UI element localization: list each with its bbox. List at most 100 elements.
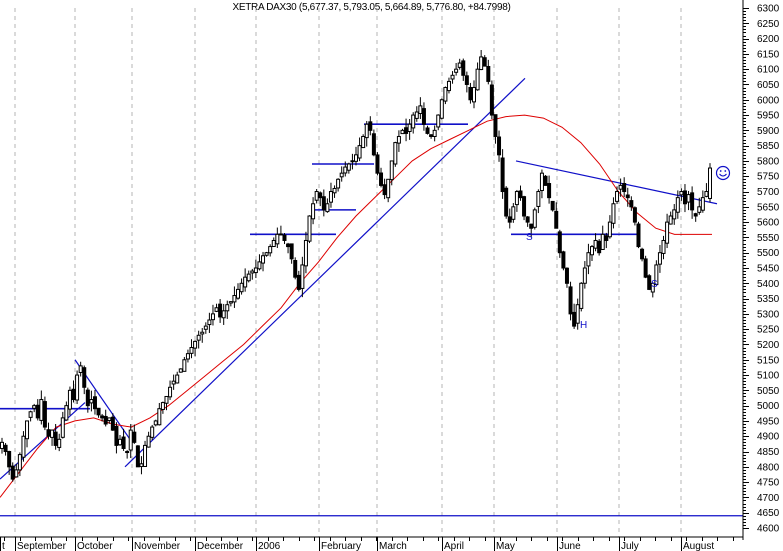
candle-down xyxy=(7,450,12,468)
x-tick-label: October xyxy=(77,541,113,551)
candle-down xyxy=(529,223,534,229)
candle-up xyxy=(593,239,598,249)
candle-up xyxy=(264,252,269,256)
candle-up xyxy=(672,209,677,220)
candle-down xyxy=(690,192,695,211)
candle-up xyxy=(668,215,673,225)
candle-up xyxy=(654,264,659,286)
candle-up xyxy=(168,386,173,398)
y-tick-label: 5200 xyxy=(757,340,780,351)
candle-down xyxy=(561,251,566,269)
smiley-eye xyxy=(724,170,727,172)
candle-up xyxy=(160,402,165,410)
candle-up xyxy=(128,429,133,451)
candle-up xyxy=(450,74,455,80)
candle-up xyxy=(153,420,158,426)
candle-up xyxy=(0,441,4,449)
x-tick-label: 2006 xyxy=(258,541,281,551)
candle-down xyxy=(550,200,555,211)
y-tick-label: 6200 xyxy=(757,34,780,45)
y-tick-label: 5750 xyxy=(757,172,780,183)
candle-up xyxy=(200,331,205,335)
candle-up xyxy=(57,438,62,448)
candle-up xyxy=(414,111,419,119)
candle-up xyxy=(189,347,194,354)
candle-up xyxy=(236,288,240,299)
candle-up xyxy=(436,114,441,128)
candle-up xyxy=(67,389,72,410)
candle-up xyxy=(361,135,366,149)
candle-down xyxy=(92,396,97,410)
y-axis: 6300 6250 6200 6150 6100 6050 6000 5950 5900 5850… xyxy=(742,0,780,540)
candle-down xyxy=(504,187,509,217)
candle-up xyxy=(611,203,616,224)
candle-down xyxy=(489,84,494,116)
candle-up xyxy=(225,304,230,312)
y-tick-label: 5100 xyxy=(757,371,780,382)
candle-down xyxy=(103,415,108,425)
candle-up xyxy=(675,197,680,213)
trendline xyxy=(124,77,526,468)
candle-down xyxy=(71,388,76,401)
y-tick-label: 6100 xyxy=(757,65,780,76)
y-tick-label: 5900 xyxy=(757,126,780,137)
candle-up xyxy=(239,282,244,293)
x-tick-label: December xyxy=(197,541,244,551)
candle-up xyxy=(336,178,341,189)
candle-down xyxy=(522,196,527,217)
candle-up xyxy=(332,187,337,194)
candle-down xyxy=(421,108,426,125)
candle-up xyxy=(364,123,369,139)
candle-up xyxy=(343,166,348,174)
candle-up xyxy=(182,359,187,372)
x-tick-label: t xyxy=(2,541,5,551)
candle-up xyxy=(400,129,405,135)
candle-up xyxy=(575,304,580,324)
candle-up xyxy=(25,420,30,440)
candle-up xyxy=(454,68,459,73)
candle-down xyxy=(425,127,430,134)
candle-up xyxy=(303,239,308,267)
candle-down xyxy=(629,200,634,208)
candle-down xyxy=(110,416,115,431)
candle-up xyxy=(164,395,169,404)
y-tick-label: 4700 xyxy=(757,493,780,504)
candle-up xyxy=(328,191,333,203)
candle-up xyxy=(386,178,391,199)
candle-up xyxy=(479,56,484,71)
candle-down xyxy=(500,157,505,193)
candle-down xyxy=(604,235,609,241)
candle-up xyxy=(432,129,437,137)
candle-up xyxy=(221,310,226,319)
candle-up xyxy=(354,154,358,162)
candle-up xyxy=(157,408,162,426)
candle-up xyxy=(393,142,398,165)
y-tick-label: 5450 xyxy=(757,264,780,275)
candle-up xyxy=(175,374,180,384)
candle-up xyxy=(407,123,412,132)
candle-up xyxy=(514,191,519,206)
candle-down xyxy=(282,234,287,241)
x-axis: t September October November December 2006 Feb… xyxy=(0,536,743,551)
y-tick-label: 5800 xyxy=(757,156,780,167)
trendlines xyxy=(0,77,743,517)
candle-down xyxy=(318,192,323,199)
candle-up xyxy=(679,191,684,196)
candle-up xyxy=(171,380,176,385)
candle-up xyxy=(600,233,605,250)
candle-down xyxy=(640,248,645,260)
candle-down xyxy=(35,404,40,419)
candle-up xyxy=(446,80,451,92)
candle-down xyxy=(597,240,602,254)
x-tick-label: February xyxy=(321,541,361,551)
y-tick-label: 5400 xyxy=(757,279,780,290)
candle-down xyxy=(543,175,548,186)
y-tick-label: 4900 xyxy=(757,432,780,443)
candle-down xyxy=(53,431,58,446)
candle-down xyxy=(643,258,648,278)
candle-up xyxy=(21,435,26,458)
candle-up xyxy=(457,62,462,68)
candle-down xyxy=(518,190,523,199)
candle-down xyxy=(121,436,126,449)
candle-up xyxy=(439,99,444,119)
